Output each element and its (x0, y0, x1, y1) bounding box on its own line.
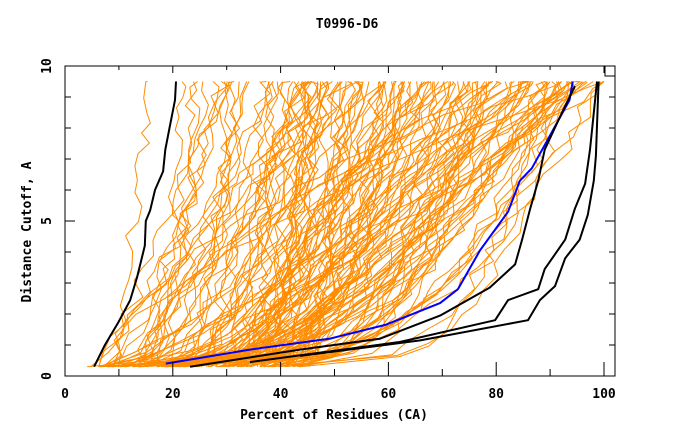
x-axis-label: Percent of Residues (CA) (240, 408, 428, 423)
background-model-line (122, 81, 250, 368)
background-model-line (263, 81, 480, 368)
background-model-lines (87, 81, 605, 368)
background-model-line (216, 81, 468, 368)
y-tick-label: 10 (40, 58, 55, 74)
background-model-line (156, 81, 274, 367)
background-model-line (139, 81, 550, 368)
background-model-line (156, 81, 605, 368)
background-model-line (142, 81, 311, 368)
background-model-line (232, 81, 569, 368)
x-tick-label: 0 (61, 387, 69, 402)
background-model-line (165, 81, 397, 368)
x-tick-label: 60 (381, 387, 397, 402)
background-model-line (181, 81, 241, 367)
background-model-line (137, 81, 605, 367)
background-model-line (126, 81, 187, 368)
y-tick-label: 0 (40, 372, 55, 380)
background-model-line (259, 81, 362, 368)
background-model-line (123, 81, 490, 368)
background-model-line (103, 81, 230, 368)
background-model-line (114, 81, 530, 367)
background-model-line (183, 81, 275, 368)
plot-frame (64, 65, 616, 377)
background-model-line (165, 81, 548, 368)
background-model-line (103, 81, 343, 368)
background-model-line (272, 81, 594, 367)
model-black-4-line (299, 81, 600, 357)
background-model-line (190, 81, 333, 367)
background-model-line (278, 81, 581, 367)
y-axis-label: Distance Cutoff, A (20, 161, 35, 302)
model-black-1-line (93, 81, 177, 368)
background-model-line (299, 81, 546, 368)
model-blue-line (165, 81, 574, 365)
background-model-line (108, 81, 227, 368)
background-model-line (284, 81, 563, 368)
background-model-line (263, 81, 316, 368)
background-model-line (100, 81, 435, 368)
background-model-line (236, 81, 515, 368)
background-model-line (124, 81, 303, 368)
background-model-line (273, 81, 328, 367)
background-model-line (164, 81, 309, 368)
y-axis: 0 5 10 (40, 58, 615, 380)
chart-title: T0996-D6 (316, 17, 379, 32)
background-model-line (105, 81, 233, 368)
background-model-line (240, 81, 605, 368)
background-model-line (281, 81, 445, 367)
x-tick-label: 100 (592, 387, 616, 402)
background-model-line (227, 81, 448, 367)
background-model-line (98, 81, 494, 367)
background-model-line (171, 81, 397, 368)
background-model-line (268, 81, 440, 368)
background-model-line (200, 81, 291, 368)
background-model-line (124, 81, 364, 368)
background-model-line (271, 81, 575, 368)
background-model-line (165, 81, 430, 368)
model-black-3-line (249, 81, 598, 364)
background-model-line (111, 81, 370, 368)
frame-corner-box (604, 65, 616, 77)
background-model-line (235, 81, 534, 367)
background-model-line (232, 81, 584, 368)
background-model-line (87, 81, 457, 368)
background-model-line (210, 81, 273, 367)
background-model-line (112, 81, 354, 367)
background-model-line (98, 81, 151, 367)
background-model-line (252, 81, 574, 367)
x-tick-label: 20 (165, 387, 181, 402)
x-tick-label: 40 (273, 387, 289, 402)
highlighted-model-lines (93, 81, 600, 368)
background-model-line (167, 81, 382, 367)
background-model-line (169, 81, 233, 368)
background-model-line (120, 81, 548, 368)
background-model-line (206, 81, 527, 367)
background-model-line (164, 81, 394, 368)
background-model-line (138, 81, 557, 368)
y-tick-label: 5 (40, 217, 55, 225)
x-tick-label: 80 (488, 387, 504, 402)
background-model-line (262, 81, 531, 367)
background-model-line (99, 81, 248, 368)
x-axis: 0 20 40 60 80 100 (61, 66, 616, 402)
background-model-line (147, 81, 230, 368)
model-black-2-line (189, 85, 576, 368)
background-model-line (210, 81, 279, 368)
background-model-line (109, 81, 551, 368)
background-model-line (90, 81, 358, 368)
background-model-line (146, 81, 562, 367)
background-model-line (237, 81, 570, 368)
background-model-line (239, 81, 579, 367)
background-model-line (138, 81, 429, 368)
